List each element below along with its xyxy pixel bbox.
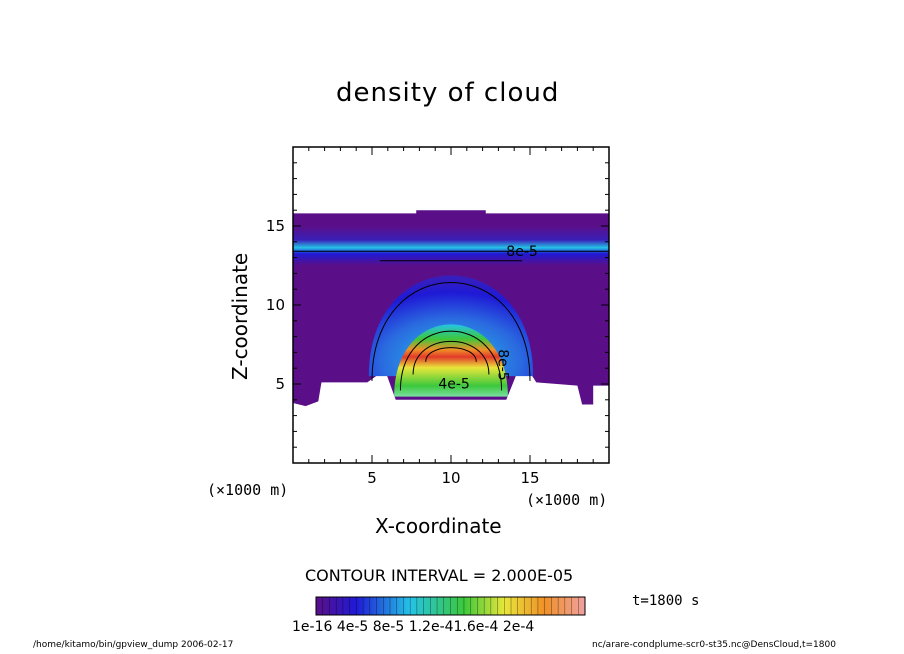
x-tick-label: 5: [367, 469, 377, 487]
chart-title: density of cloud: [336, 78, 560, 108]
y-tick-label: 15: [266, 217, 285, 235]
contour-label: 8e-5: [494, 349, 510, 380]
contour-line-inner-1: [399, 330, 503, 391]
contour-line-inner-3: [425, 347, 477, 362]
colorbar-frame: [315, 596, 586, 616]
x-tick-label: 15: [520, 469, 539, 487]
colorbar-tick-labels: 1e-16 4e-5 8e-5 1.2e-41.6e-4 2e-4: [292, 619, 535, 635]
cloud-layer-band: [293, 226, 609, 266]
contour-label: 4e-5: [438, 377, 469, 393]
x-tick-label: 10: [441, 469, 460, 487]
y-axis-unit: (×1000 m): [207, 481, 289, 499]
footer-right: nc/arare-condplume-scr0-st35.nc@DensClou…: [592, 640, 836, 650]
y-axis-label: Z-coordinate: [228, 252, 252, 380]
x-axis-label: X-coordinate: [375, 514, 502, 538]
contour-line-inner-2: [412, 341, 490, 375]
contour-interval-text: CONTOUR INTERVAL = 2.000E-05: [305, 566, 574, 585]
time-label: t=1800 s: [632, 593, 700, 609]
y-tick-label: 10: [266, 296, 285, 314]
y-tick-label: 5: [275, 375, 285, 393]
plume-core: [394, 324, 508, 397]
contour-label: 8e-5: [506, 244, 537, 260]
contour-line-outer: [371, 282, 531, 381]
footer-left: /home/kitamo/bin/gpview_dump 2006-02-17: [33, 640, 234, 650]
x-axis-unit: (×1000 m): [526, 491, 608, 509]
